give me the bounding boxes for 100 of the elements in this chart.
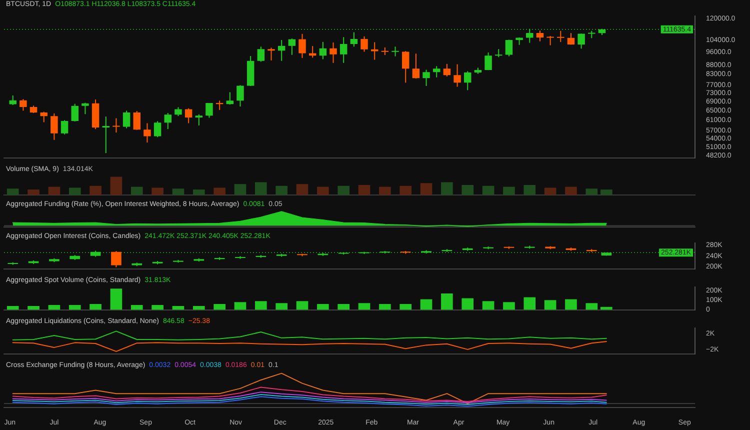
bar	[600, 190, 612, 195]
candlestick	[82, 102, 89, 115]
bar	[110, 176, 122, 195]
bar	[565, 186, 577, 195]
bar	[6, 306, 19, 310]
bar	[296, 184, 308, 195]
bar	[379, 304, 391, 310]
candlestick	[298, 33, 306, 58]
bar	[338, 186, 350, 195]
candlestick	[454, 64, 461, 88]
candlestick	[319, 41, 327, 60]
candlestick	[226, 92, 234, 106]
bar	[152, 304, 164, 310]
bar	[586, 188, 598, 195]
bar	[379, 186, 391, 195]
bar	[441, 293, 453, 310]
candlestick	[432, 66, 440, 78]
candlestick	[40, 111, 48, 123]
bar	[296, 301, 308, 310]
candlestick	[50, 112, 58, 140]
candlestick	[536, 30, 544, 42]
bar	[420, 183, 432, 195]
bar	[192, 190, 205, 195]
candlestick	[412, 53, 420, 79]
bar	[276, 303, 288, 310]
bar	[503, 186, 515, 195]
candlestick	[9, 94, 16, 106]
candlestick	[20, 98, 27, 112]
bar	[503, 302, 515, 310]
candlestick	[340, 36, 348, 64]
candlestick	[557, 30, 564, 43]
bar	[544, 300, 556, 310]
bar	[462, 298, 474, 310]
bar	[214, 188, 226, 195]
bar	[130, 186, 143, 195]
bar	[255, 301, 267, 310]
bar	[524, 184, 536, 195]
bar	[234, 184, 246, 195]
bar	[482, 186, 494, 195]
bar	[441, 182, 453, 195]
bar	[358, 303, 370, 310]
bar	[565, 299, 577, 310]
bar	[400, 186, 412, 195]
bar	[172, 188, 184, 195]
bar	[90, 186, 102, 195]
bar	[110, 288, 122, 310]
candlestick	[484, 52, 492, 71]
candlestick	[133, 110, 140, 130]
bar	[276, 186, 288, 195]
bar	[358, 184, 370, 195]
candlestick	[257, 46, 265, 62]
candlestick	[195, 114, 203, 126]
bar	[130, 304, 143, 310]
candlestick	[464, 70, 472, 91]
bar	[152, 188, 164, 195]
candlestick	[122, 110, 130, 129]
candlestick	[288, 38, 296, 56]
candlestick	[60, 120, 68, 135]
bar	[28, 190, 40, 195]
bar	[420, 299, 432, 310]
candlestick	[350, 32, 358, 48]
bar	[317, 304, 329, 310]
bar	[68, 304, 81, 310]
candlestick	[111, 250, 122, 268]
candlestick	[360, 36, 368, 52]
candlestick	[102, 116, 110, 154]
candlestick	[71, 103, 78, 122]
bar	[234, 302, 246, 310]
bar	[214, 304, 226, 310]
candlestick	[236, 84, 244, 108]
candlestick	[443, 63, 451, 77]
bar	[317, 186, 329, 195]
bar	[255, 182, 267, 195]
bar	[28, 306, 40, 310]
bar	[338, 304, 350, 310]
bar	[544, 188, 556, 195]
bar	[192, 306, 205, 310]
candlestick	[578, 33, 585, 50]
candlestick	[546, 36, 554, 46]
candlestick	[278, 39, 286, 62]
bar	[524, 297, 536, 310]
bar	[6, 188, 19, 195]
bar	[462, 184, 474, 195]
bar	[482, 301, 494, 310]
bar	[400, 304, 412, 310]
candlestick	[144, 122, 151, 143]
candlestick	[268, 47, 275, 61]
candlestick	[402, 50, 410, 84]
bar	[90, 304, 102, 310]
bar	[586, 303, 598, 310]
candlestick	[330, 42, 337, 64]
candlestick	[392, 46, 399, 57]
candlestick	[505, 39, 513, 57]
candlestick	[154, 120, 162, 138]
candlestick	[164, 112, 172, 130]
candlestick	[422, 69, 430, 86]
bar	[48, 186, 60, 195]
candlestick	[112, 118, 120, 134]
bar	[48, 304, 60, 310]
bar	[68, 188, 81, 195]
